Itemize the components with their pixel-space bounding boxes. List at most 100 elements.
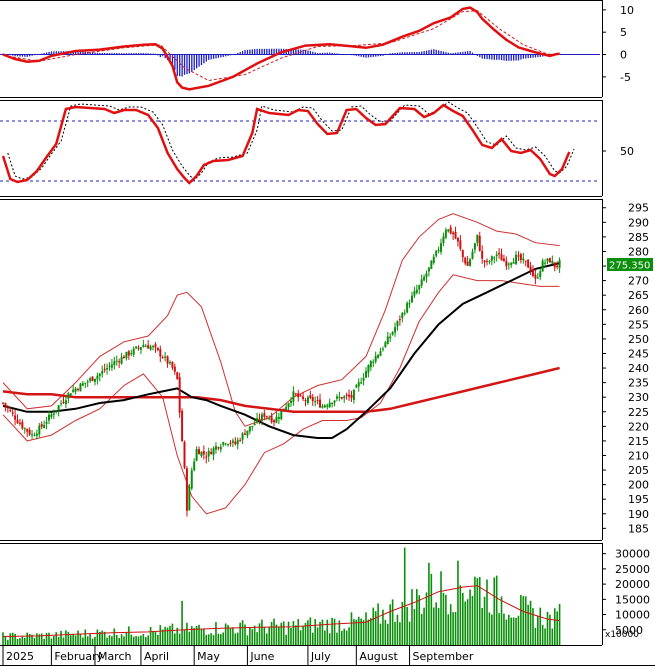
- volume-bar: [539, 607, 542, 645]
- candle-body: [173, 366, 176, 372]
- macd-histogram-bar: [358, 54, 360, 57]
- candle-body: [256, 418, 259, 423]
- candle-body: [31, 434, 34, 436]
- macd-histogram-bar: [287, 49, 290, 55]
- candle-body: [62, 402, 65, 404]
- candle-body: [289, 400, 292, 403]
- macd-histogram-bar: [91, 52, 94, 55]
- macd-histogram-bar: [375, 54, 377, 57]
- volume-bar: [215, 622, 217, 645]
- volume-bar: [447, 614, 450, 645]
- macd-histogram-bar: [532, 54, 534, 58]
- macd-histogram-bar: [389, 53, 391, 55]
- x-tick-label: September: [413, 650, 474, 663]
- macd-histogram-bar: [222, 54, 224, 57]
- volume-bar: [459, 585, 462, 645]
- volume-bar: [541, 624, 544, 645]
- candle-body: [316, 400, 319, 402]
- volume-bar: [258, 623, 261, 645]
- macd-histogram-bar: [517, 54, 520, 61]
- volume-bar: [282, 621, 285, 645]
- bollinger-lower-band: [2, 274, 560, 515]
- volume-bar: [178, 633, 181, 645]
- moving-average-long: [2, 366, 560, 414]
- price-panel: 2952902852802752702652602552502452402352…: [2, 202, 653, 535]
- candle-body: [26, 428, 29, 432]
- macd-histogram-bar: [227, 54, 229, 56]
- macd-histogram-bar: [268, 48, 270, 55]
- candle-body: [193, 461, 196, 471]
- candle-body: [425, 273, 428, 278]
- y-tick-label: 30000: [615, 548, 650, 561]
- candle-body: [72, 389, 75, 393]
- macd-histogram-bar: [421, 51, 423, 55]
- macd-histogram-bar: [423, 51, 425, 55]
- volume-bar: [103, 631, 106, 645]
- volume-bar: [161, 629, 164, 645]
- macd-histogram-bar: [261, 48, 263, 55]
- volume-bar: [273, 618, 275, 645]
- volume-bar: [108, 635, 111, 645]
- candle-body: [166, 356, 169, 364]
- volume-bar: [40, 633, 43, 645]
- y-tick-label: 215: [628, 435, 649, 448]
- candle-body: [265, 416, 268, 418]
- candle-body: [84, 382, 87, 384]
- candle-body: [531, 269, 534, 276]
- volume-bar: [176, 627, 179, 645]
- volume-bar: [69, 635, 72, 645]
- volume-bar: [432, 607, 435, 645]
- volume-bar: [457, 560, 459, 645]
- volume-bar: [454, 612, 457, 645]
- macd-histogram-bar: [183, 54, 186, 75]
- volume-bar: [203, 628, 205, 645]
- macd-histogram-bar: [200, 54, 203, 65]
- candle-body: [69, 393, 72, 396]
- candle-body: [147, 345, 150, 349]
- volume-bar: [91, 638, 94, 645]
- macd-histogram-bar: [440, 50, 442, 55]
- volume-bar: [137, 636, 140, 645]
- volume-bar: [125, 631, 128, 645]
- candle-body: [362, 377, 365, 381]
- volume-bar: [48, 632, 50, 645]
- volume-bar: [486, 579, 488, 645]
- volume-bar: [389, 604, 391, 645]
- macd-histogram-bar: [130, 53, 132, 55]
- volume-bar: [403, 547, 406, 645]
- volume-bar: [241, 620, 244, 645]
- macd-histogram-bar: [452, 52, 454, 55]
- volume-bar: [333, 618, 336, 645]
- y-tick-label: 10000: [615, 609, 650, 622]
- volume-bar: [515, 617, 517, 645]
- candle-body: [319, 399, 322, 408]
- macd-histogram-bar: [314, 52, 316, 55]
- candle-body: [183, 441, 186, 468]
- macd-histogram-bar: [379, 54, 382, 57]
- volume-bar: [507, 614, 510, 645]
- macd-histogram-bar: [428, 50, 430, 55]
- macd-histogram-bar: [133, 53, 135, 55]
- candle-body: [123, 356, 125, 359]
- volume-bar: [120, 634, 123, 645]
- candle-body: [207, 451, 210, 457]
- volume-bar: [227, 625, 229, 645]
- volume-bar: [152, 630, 154, 645]
- candle-body: [381, 348, 384, 350]
- volume-bar: [261, 619, 263, 645]
- volume-bar: [524, 596, 527, 645]
- candle-body: [108, 365, 111, 367]
- macd-histogram-bar: [496, 54, 498, 60]
- macd-histogram-bar: [239, 51, 241, 55]
- volume-bar: [38, 634, 41, 645]
- volume-bar: [498, 613, 500, 645]
- macd-histogram-bar: [113, 53, 116, 55]
- volume-bar: [118, 637, 120, 645]
- candle-body: [519, 254, 522, 260]
- volume-bar: [413, 609, 416, 645]
- macd-histogram-bar: [120, 53, 123, 55]
- volume-bar: [89, 633, 91, 645]
- candle-body: [466, 261, 469, 266]
- volume-bar: [21, 635, 24, 645]
- candle-body: [38, 425, 41, 435]
